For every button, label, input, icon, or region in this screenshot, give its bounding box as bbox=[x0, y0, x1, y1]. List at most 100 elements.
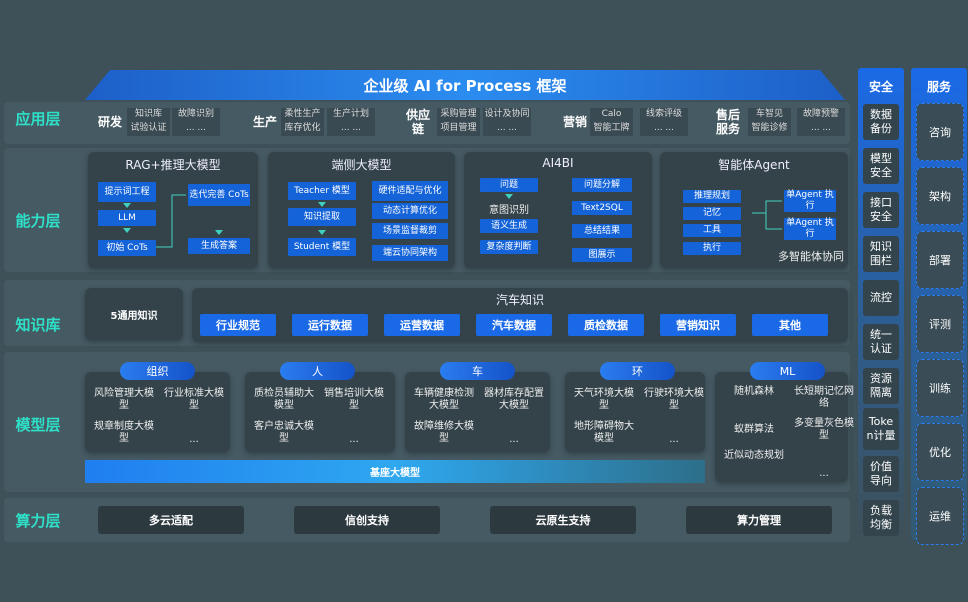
model-group-pill[interactable]: 人 bbox=[280, 362, 355, 380]
model-item: 客户忠诚大模型 bbox=[254, 421, 314, 444]
knowledge-item[interactable]: 营销知识 bbox=[660, 314, 736, 336]
rag-item: 提示词工程 bbox=[98, 182, 156, 202]
model-item: 规章制度大模型 bbox=[94, 421, 154, 444]
compute-item[interactable]: 云原生支持 bbox=[490, 506, 636, 534]
security-item[interactable]: 负载均衡 bbox=[863, 500, 899, 536]
app-item[interactable]: 试验认证 bbox=[130, 123, 167, 133]
layer-label-app: 应用层 bbox=[15, 110, 61, 128]
security-item[interactable]: 价值导向 bbox=[863, 456, 899, 492]
app-item[interactable]: 采购管理 bbox=[440, 109, 477, 119]
app-item[interactable]: 生产计划 bbox=[332, 109, 369, 119]
arrow-down-icon bbox=[123, 203, 131, 208]
app-item[interactable]: Calo bbox=[601, 109, 622, 119]
model-group-panel bbox=[405, 372, 550, 452]
model-item: ... bbox=[189, 434, 199, 445]
layer-label-model: 模型层 bbox=[15, 416, 61, 434]
model-item: ... bbox=[669, 434, 679, 445]
edge-title: 端侧大模型 bbox=[331, 158, 392, 172]
arrow-down-icon bbox=[215, 230, 223, 235]
security-item[interactable]: 流控 bbox=[863, 280, 899, 316]
agent-item: 单Agent 执行 bbox=[784, 218, 836, 240]
app-item bbox=[172, 108, 220, 136]
app-item bbox=[127, 108, 170, 136]
app-item[interactable]: 知识库 bbox=[134, 109, 162, 119]
app-item[interactable]: 故障预警 bbox=[802, 109, 839, 119]
model-item: 天气环境大模型 bbox=[574, 388, 634, 411]
app-item[interactable]: ... ... bbox=[810, 123, 832, 133]
service-item[interactable]: 咨询 bbox=[916, 103, 964, 161]
service-item[interactable]: 训练 bbox=[916, 359, 964, 417]
app-item[interactable]: 柔性生产 bbox=[284, 109, 321, 119]
app-item bbox=[327, 108, 375, 136]
ai4bi-item: Text2SQL bbox=[572, 201, 632, 215]
app-item bbox=[640, 108, 688, 136]
app-item[interactable]: 项目管理 bbox=[440, 123, 477, 133]
ai4bi-item: 图展示 bbox=[572, 248, 632, 262]
edge-item: 硬件适配与优化 bbox=[372, 181, 448, 201]
knowledge-item[interactable]: 运行数据 bbox=[292, 314, 368, 336]
rag-item: 迭代完善 CoTs bbox=[188, 184, 250, 206]
service-item[interactable]: 优化 bbox=[916, 423, 964, 481]
model-item: 多变量灰色模型 bbox=[794, 418, 854, 441]
security-item[interactable]: 资源隔离 bbox=[863, 368, 899, 404]
edge-item: Teacher 模型 bbox=[288, 182, 356, 200]
knowledge-item[interactable]: 其他 bbox=[752, 314, 828, 336]
agent-item: 工具 bbox=[683, 224, 741, 237]
model-group-pill[interactable]: 车 bbox=[440, 362, 515, 380]
security-item[interactable]: 知识围栏 bbox=[863, 236, 899, 272]
knowledge-item[interactable]: 行业规范 bbox=[200, 314, 276, 336]
knowledge-item[interactable]: 质检数据 bbox=[568, 314, 644, 336]
service-item[interactable]: 运维 bbox=[916, 487, 964, 545]
app-item[interactable]: ... ... bbox=[340, 123, 362, 133]
agent-item: 推理规划 bbox=[683, 190, 741, 203]
compute-item[interactable]: 算力管理 bbox=[686, 506, 832, 534]
model-item: 器材库存配置大模型 bbox=[484, 388, 544, 411]
app-item[interactable]: ... ... bbox=[653, 123, 675, 133]
model-item: ... bbox=[349, 434, 359, 445]
security-item[interactable]: 模型安全 bbox=[863, 148, 899, 184]
service-item[interactable]: 架构 bbox=[916, 167, 964, 225]
ai4bi-item: 复杂度判断 bbox=[480, 240, 538, 254]
app-item bbox=[748, 108, 791, 136]
rag-item: 生成答案 bbox=[188, 238, 250, 254]
security-item[interactable]: Token计量 bbox=[863, 408, 899, 450]
compute-item[interactable]: 信创支持 bbox=[294, 506, 440, 534]
security-item[interactable]: 统一认证 bbox=[863, 324, 899, 360]
model-item: 故障维修大模型 bbox=[414, 421, 474, 444]
knowledge-item[interactable]: 运营数据 bbox=[384, 314, 460, 336]
app-item[interactable]: 智能诊修 bbox=[751, 123, 788, 133]
ai4bi-item: 语义生成 bbox=[480, 219, 538, 233]
app-item[interactable]: 车智见 bbox=[755, 109, 783, 119]
model-group-pill[interactable]: 环 bbox=[600, 362, 675, 380]
app-item[interactable]: 设计及协同 bbox=[484, 109, 530, 119]
app-group-0-label: 研发 bbox=[97, 115, 122, 129]
service-item[interactable]: 评测 bbox=[916, 295, 964, 353]
app-item[interactable]: ... ... bbox=[496, 123, 518, 133]
model-item: 车辆健康检测大模型 bbox=[414, 388, 474, 411]
app-group-4-label: 售后服务 bbox=[715, 108, 740, 136]
arrow-down-icon bbox=[123, 228, 131, 233]
app-item[interactable]: 线索评级 bbox=[645, 109, 682, 119]
service-item[interactable]: 部署 bbox=[916, 231, 964, 289]
security-item[interactable]: 数据备份 bbox=[863, 104, 899, 140]
security-title: 安全 bbox=[868, 80, 893, 94]
security-item[interactable]: 接口安全 bbox=[863, 192, 899, 228]
ai4bi-item: 问题 bbox=[480, 178, 538, 192]
base-model-bar: 基座大模型 bbox=[85, 460, 705, 483]
ai4bi-title: AI4BI bbox=[542, 156, 574, 170]
model-group-pill[interactable]: 组织 bbox=[120, 362, 195, 380]
edge-item: 动态计算优化 bbox=[372, 203, 448, 219]
app-item[interactable]: 智能工牌 bbox=[593, 123, 630, 133]
model-item: 行驶环境大模型 bbox=[644, 388, 704, 411]
app-item[interactable]: 库存优化 bbox=[284, 123, 321, 133]
app-item[interactable]: 故障识别 bbox=[177, 109, 214, 119]
app-item[interactable]: ... ... bbox=[185, 123, 207, 133]
app-item bbox=[483, 108, 531, 136]
model-item: 行业标准大模型 bbox=[164, 388, 224, 411]
app-item bbox=[797, 108, 845, 136]
model-item: 风险管理大模型 bbox=[94, 388, 154, 411]
arrow-down-icon bbox=[318, 230, 326, 235]
compute-item[interactable]: 多云适配 bbox=[98, 506, 244, 534]
model-group-pill[interactable]: ML bbox=[750, 362, 825, 380]
knowledge-item[interactable]: 汽车数据 bbox=[476, 314, 552, 336]
